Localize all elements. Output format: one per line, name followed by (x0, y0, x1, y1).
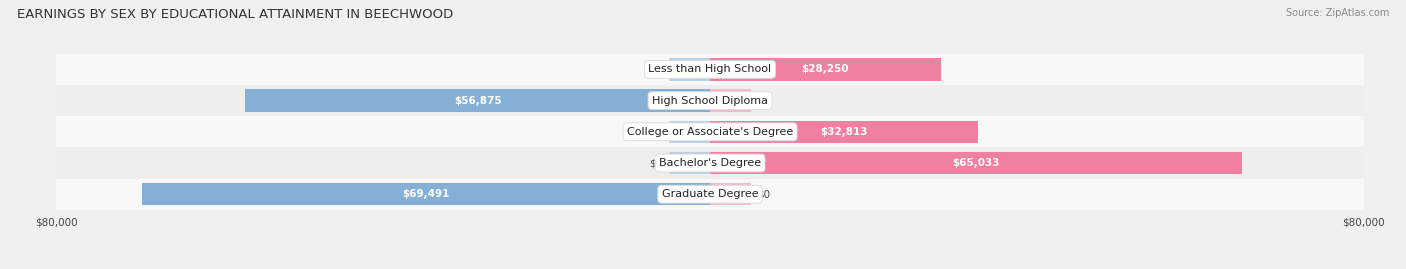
Text: $0: $0 (650, 127, 662, 137)
Bar (669, 58, 710, 81)
Bar (669, 152, 710, 174)
Text: College or Associate's Degree: College or Associate's Degree (627, 127, 793, 137)
Bar (56, 147, 1364, 179)
Text: Graduate Degree: Graduate Degree (662, 189, 758, 199)
Text: $0: $0 (758, 189, 770, 199)
Bar (56, 179, 1364, 210)
Text: $56,875: $56,875 (454, 95, 502, 106)
Bar (710, 58, 941, 81)
Bar (710, 183, 751, 206)
Bar (710, 89, 751, 112)
Text: Source: ZipAtlas.com: Source: ZipAtlas.com (1285, 8, 1389, 18)
Bar (669, 121, 710, 143)
Bar (56, 54, 1364, 85)
Text: $0: $0 (650, 158, 662, 168)
Text: $28,250: $28,250 (801, 64, 849, 75)
Text: $32,813: $32,813 (820, 127, 868, 137)
Bar (245, 89, 710, 112)
Bar (56, 85, 1364, 116)
Text: $0: $0 (650, 64, 662, 75)
Text: High School Diploma: High School Diploma (652, 95, 768, 106)
Text: Less than High School: Less than High School (648, 64, 772, 75)
Bar (142, 183, 710, 206)
Text: EARNINGS BY SEX BY EDUCATIONAL ATTAINMENT IN BEECHWOOD: EARNINGS BY SEX BY EDUCATIONAL ATTAINMEN… (17, 8, 453, 21)
Text: $65,033: $65,033 (952, 158, 1000, 168)
Text: $69,491: $69,491 (402, 189, 450, 199)
Bar (710, 121, 979, 143)
Bar (56, 116, 1364, 147)
Text: Bachelor's Degree: Bachelor's Degree (659, 158, 761, 168)
Bar (710, 152, 1241, 174)
Text: $0: $0 (758, 95, 770, 106)
